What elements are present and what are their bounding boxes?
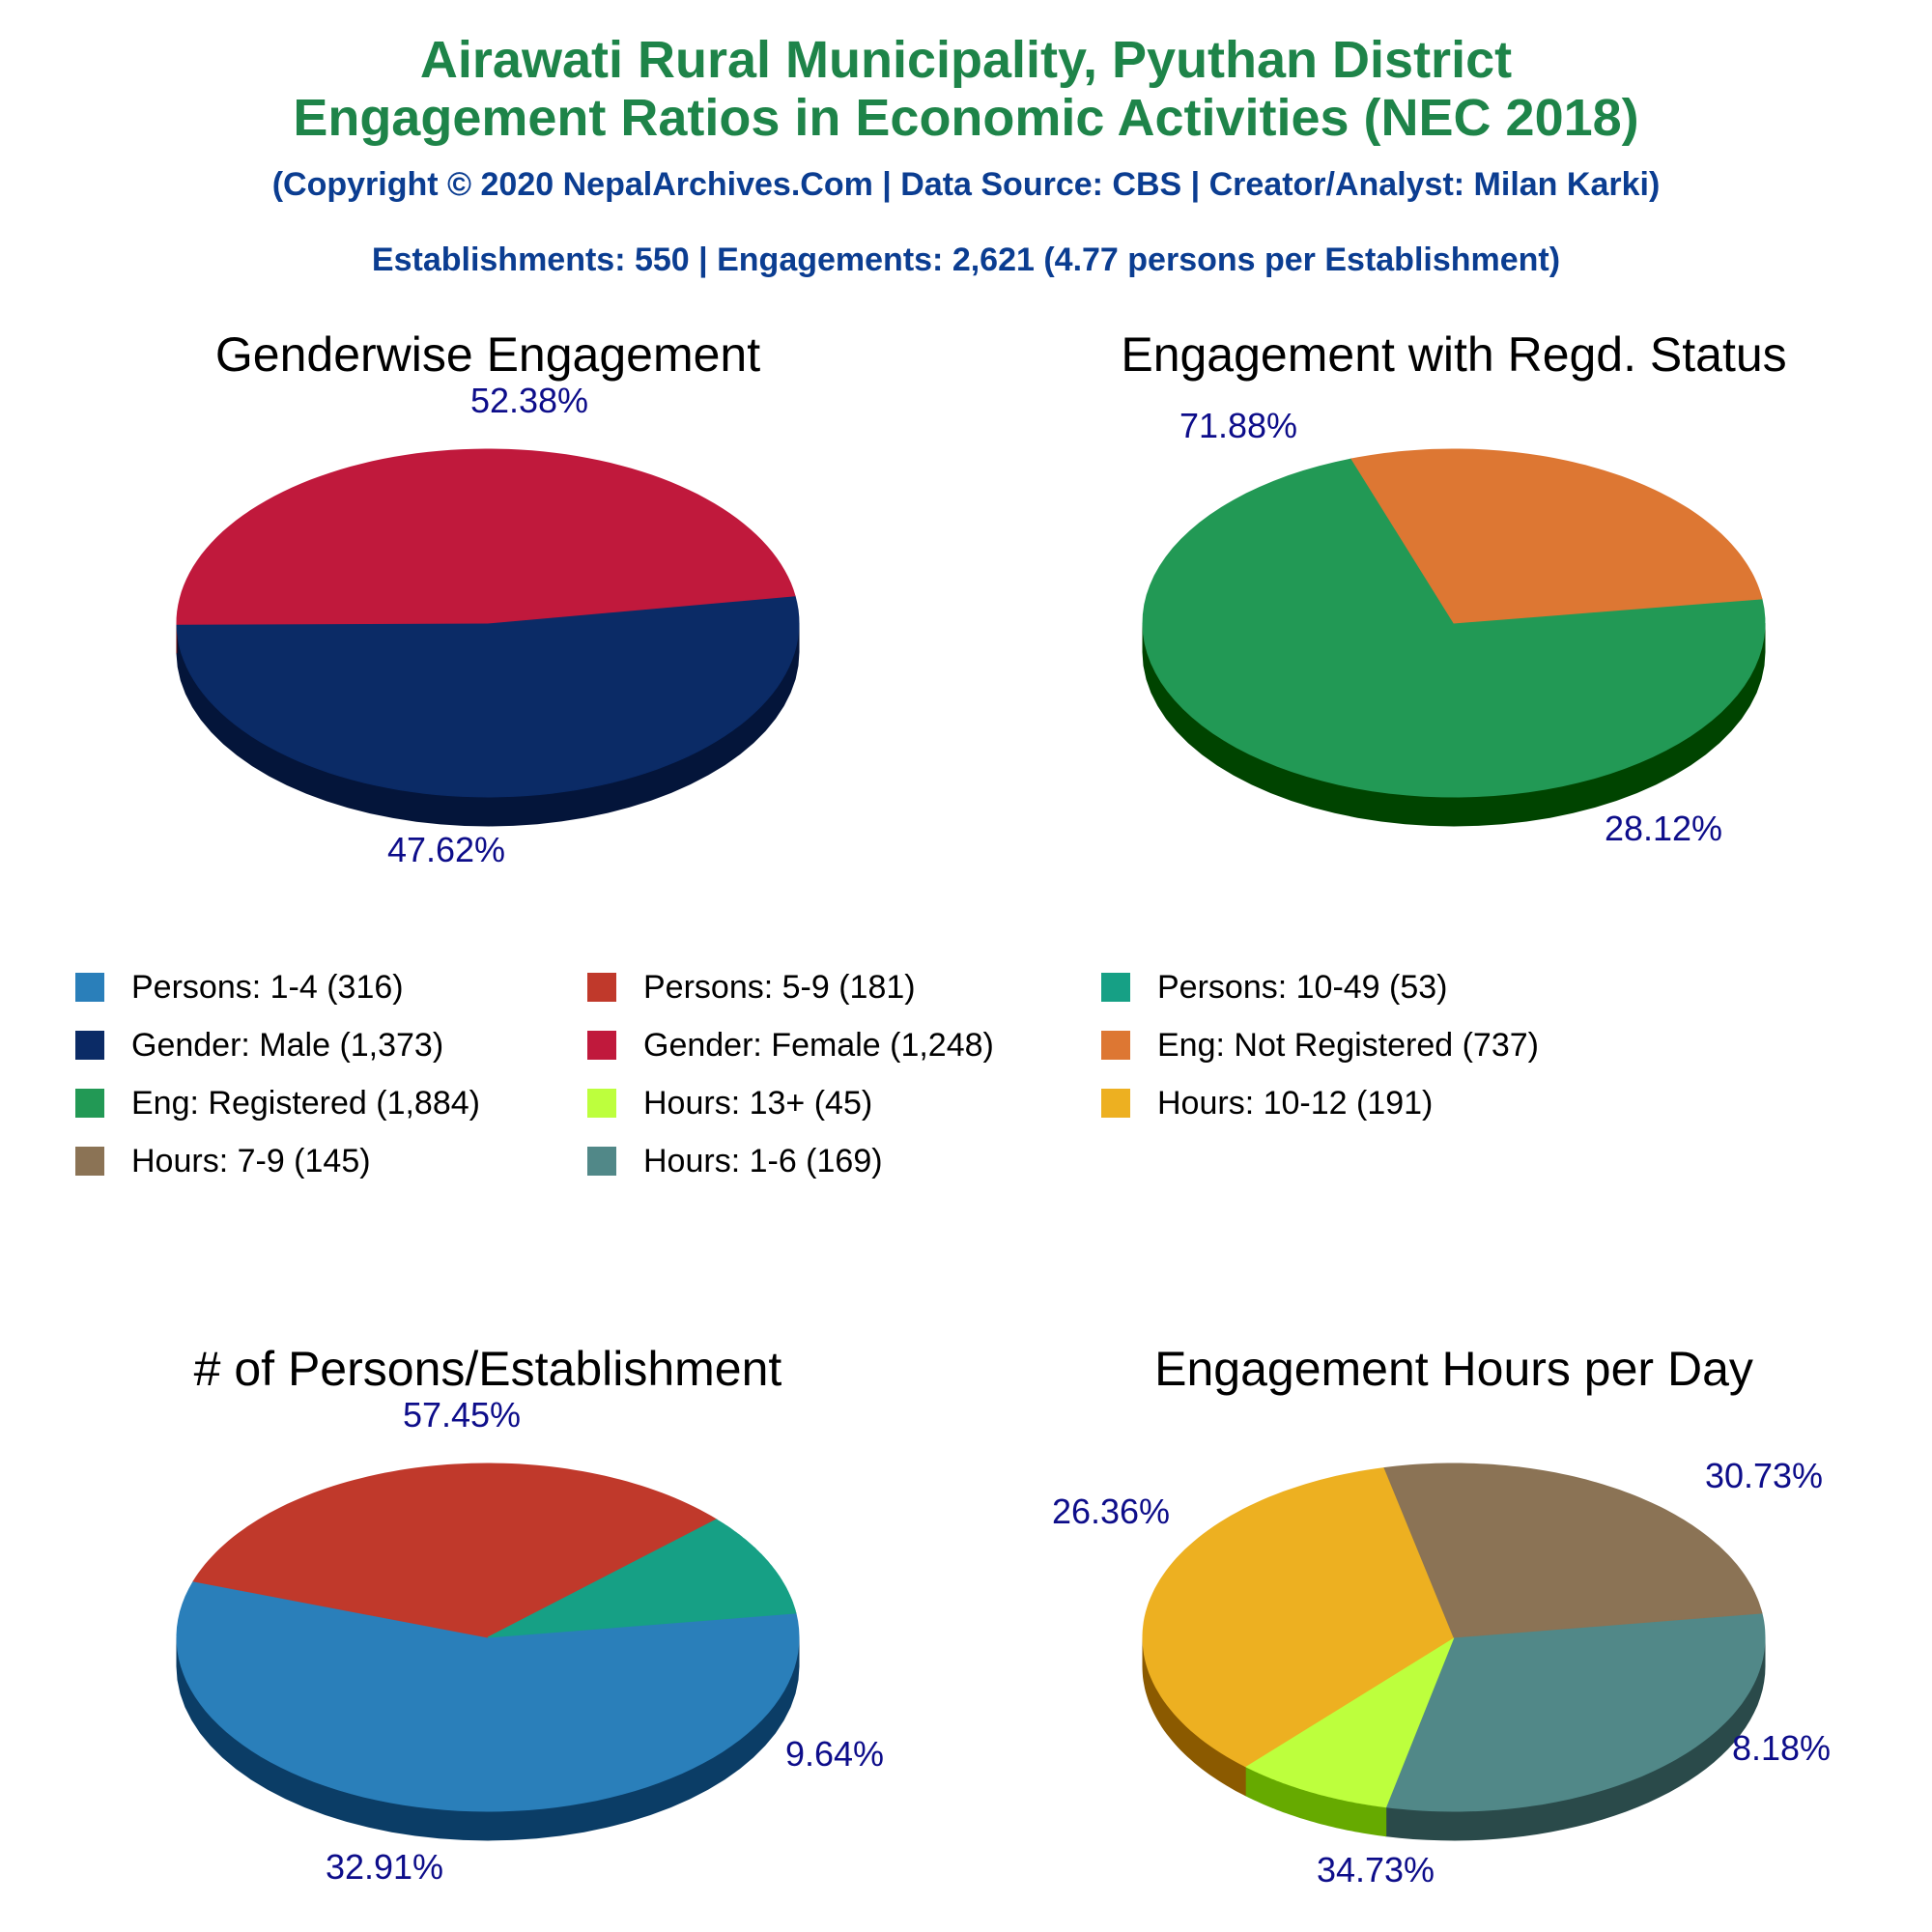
slice-percent-label: 32.91%	[326, 1847, 443, 1887]
pie-slice	[487, 1519, 797, 1638]
legend-label: Persons: 10-49 (53)	[1157, 968, 1448, 1006]
pie-chart: 52.38% 47.62%	[176, 381, 800, 869]
slice-percent-label: 47.62%	[387, 830, 505, 869]
slice-percent-label: 9.64%	[785, 1734, 884, 1774]
pie-title-hours: Engagement Hours per Day	[1154, 1342, 1753, 1396]
legend-item: Eng: Registered (1,884)	[75, 1084, 480, 1122]
legend-swatch	[1101, 1031, 1130, 1060]
legend-item: Persons: 10-49 (53)	[1101, 968, 1448, 1007]
legend-swatch	[75, 1147, 104, 1176]
legend-swatch	[587, 1089, 616, 1118]
pie-slice	[176, 1580, 800, 1812]
legend-swatch	[587, 973, 616, 1002]
legend-label: Gender: Female (1,248)	[643, 1026, 994, 1064]
pie-slice	[192, 1463, 718, 1638]
pie-slice	[1142, 1466, 1455, 1768]
pie-title-persons: # of Persons/Establishment	[193, 1342, 782, 1396]
legend-label: Eng: Not Registered (737)	[1157, 1026, 1539, 1064]
pie-slice	[176, 595, 800, 798]
slice-percent-label: 26.36%	[1052, 1492, 1170, 1531]
legend-label: Persons: 5-9 (181)	[643, 968, 916, 1006]
legend-label: Hours: 1-6 (169)	[643, 1142, 883, 1179]
summary-line: Establishments: 550 | Engagements: 2,621…	[371, 242, 1561, 278]
legend-item: Hours: 13+ (45)	[587, 1084, 872, 1122]
legend-item: Eng: Not Registered (737)	[1101, 1026, 1539, 1065]
slice-percent-label: 30.73%	[1705, 1456, 1823, 1495]
slice-percent-label: 28.12%	[1605, 809, 1722, 848]
pie-slice	[1350, 448, 1763, 624]
pie-slice	[1244, 1635, 1456, 1808]
legend-swatch	[587, 1147, 616, 1176]
legend-label: Eng: Registered (1,884)	[131, 1084, 480, 1122]
legend-item: Persons: 5-9 (181)	[587, 968, 916, 1007]
chart-title-line1: Airawati Rural Municipality, Pyuthan Dis…	[419, 31, 1513, 89]
legend-swatch	[587, 1031, 616, 1060]
slice-percent-label: 57.45%	[403, 1395, 521, 1435]
slice-percent-label: 71.88%	[1179, 406, 1297, 445]
legend-label: Hours: 13+ (45)	[643, 1084, 873, 1122]
slice-percent-label: 52.38%	[470, 381, 588, 420]
legend-item: Persons: 1-4 (316)	[75, 968, 404, 1007]
legend-swatch	[75, 973, 104, 1002]
chart-title-line2: Engagement Ratios in Economic Activities…	[293, 89, 1639, 147]
legend-label: Hours: 7-9 (145)	[131, 1142, 371, 1179]
legend-swatch	[75, 1089, 104, 1118]
legend-item: Hours: 7-9 (145)	[75, 1142, 371, 1180]
pie-slice	[1384, 1612, 1766, 1812]
pie-slice	[1142, 458, 1766, 798]
legend-item: Gender: Female (1,248)	[587, 1026, 994, 1065]
copyright-line: (Copyright © 2020 NepalArchives.Com | Da…	[271, 166, 1661, 203]
legend-swatch	[1101, 973, 1130, 1002]
pie-chart: 71.88% 28.12%	[1142, 406, 1766, 848]
legend-item: Hours: 1-6 (169)	[587, 1142, 883, 1180]
pie-title-registration: Engagement with Regd. Status	[1121, 327, 1787, 382]
pie-title-gender: Genderwise Engagement	[214, 327, 761, 382]
legend-label: Persons: 1-4 (316)	[131, 968, 404, 1006]
legend-label: Hours: 10-12 (191)	[1157, 1084, 1434, 1122]
legend-swatch	[1101, 1089, 1130, 1118]
legend-swatch	[75, 1031, 104, 1060]
pie-slice	[1383, 1463, 1763, 1638]
pie-slice	[176, 448, 796, 625]
legend-label: Gender: Male (1,373)	[131, 1026, 444, 1064]
slice-percent-label: 34.73%	[1317, 1850, 1435, 1889]
pie-chart: 57.45% 32.91% 9.64%	[176, 1395, 884, 1887]
legend-item: Gender: Male (1,373)	[75, 1026, 443, 1065]
slice-percent-label: 8.18%	[1732, 1728, 1831, 1768]
pie-chart: 30.73% 8.18% 34.73% 26.36%	[1052, 1456, 1831, 1889]
legend-item: Hours: 10-12 (191)	[1101, 1084, 1433, 1122]
